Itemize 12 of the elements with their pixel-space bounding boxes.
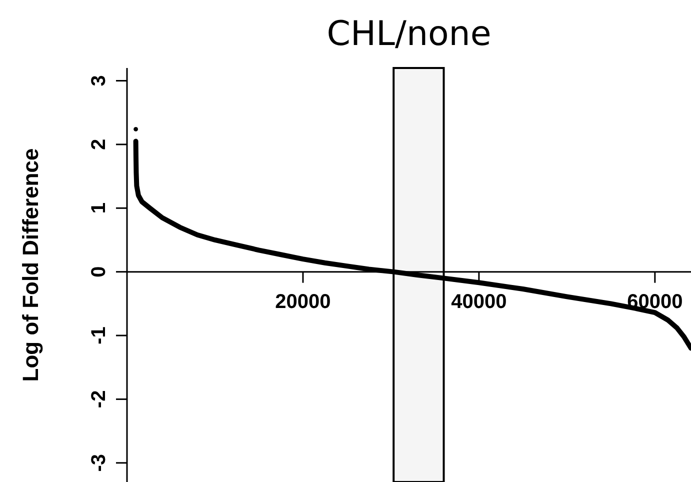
y-tick-label: 2 (88, 138, 110, 150)
y-tick-label: -2 (88, 390, 110, 408)
x-tick-label: 20000 (275, 290, 331, 313)
chart-title: CHL/none (326, 14, 492, 54)
y-tick-label: 1 (88, 202, 110, 214)
y-axis-title: Log of Fold Difference (18, 148, 43, 382)
y-tick-label: 3 (88, 75, 110, 86)
x-tick-label: 40000 (451, 290, 507, 313)
y-tick-label: 0 (88, 266, 110, 278)
y-tick-label: -3 (88, 454, 110, 472)
x-tick-label: 60000 (627, 290, 683, 313)
y-tick-label: -1 (88, 326, 110, 344)
